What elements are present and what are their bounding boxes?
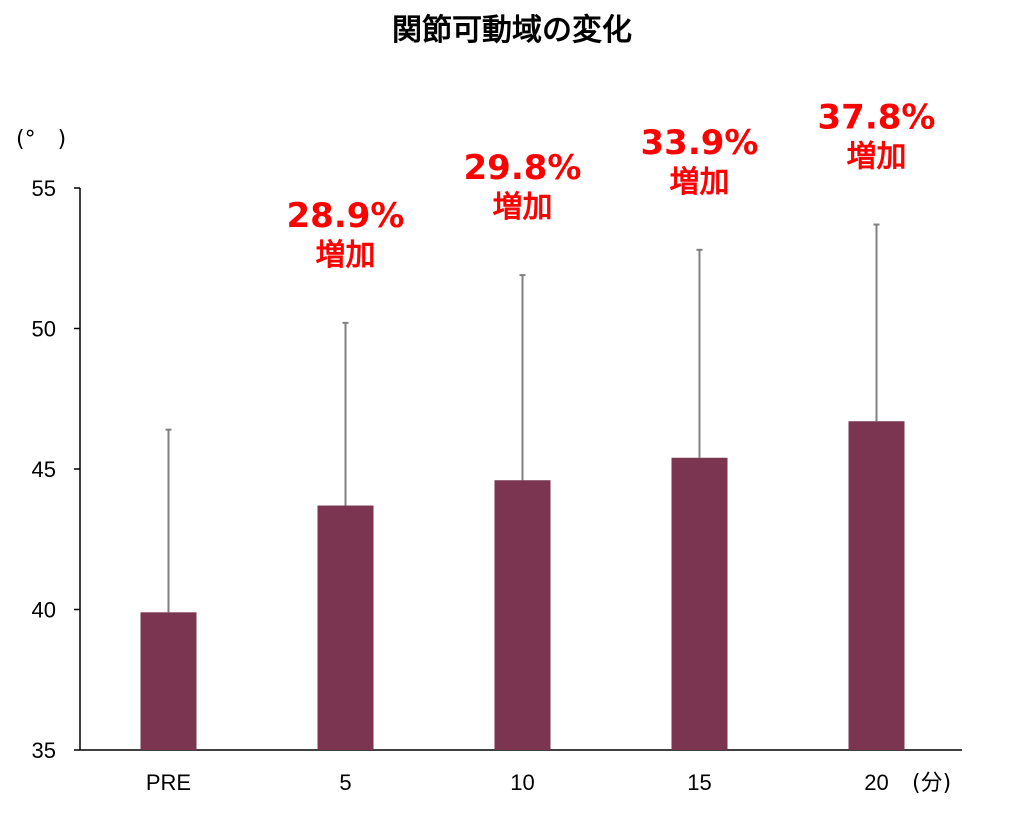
y-tick-label: 45 bbox=[32, 457, 56, 482]
bar bbox=[140, 612, 197, 750]
y-tick-label: 50 bbox=[32, 317, 56, 342]
x-tick-label: 15 bbox=[687, 770, 711, 795]
y-axis-label: (° ) bbox=[16, 127, 66, 152]
x-tick-label: 10 bbox=[510, 770, 534, 795]
chart-title: 関節可動域の変化 bbox=[392, 13, 632, 48]
y-tick-label: 55 bbox=[32, 176, 56, 201]
annotation-percent: 37.8% bbox=[818, 98, 936, 138]
bar bbox=[494, 480, 551, 750]
annotation-percent: 28.9% bbox=[287, 196, 405, 236]
annotation-text: 増加 bbox=[493, 190, 553, 225]
annotation-percent: 29.8% bbox=[464, 148, 582, 188]
x-tick-label: PRE bbox=[146, 770, 191, 795]
bar bbox=[848, 421, 905, 750]
x-tick-label: 5 bbox=[339, 770, 351, 795]
x-axis-label: (分) bbox=[912, 771, 951, 796]
annotation-text: 増加 bbox=[670, 165, 730, 200]
annotation-text: 増加 bbox=[847, 140, 907, 175]
y-tick-label: 40 bbox=[32, 598, 56, 623]
y-ticks: 35 40 45 50 55 bbox=[32, 176, 80, 763]
bars bbox=[140, 421, 905, 750]
error-bars bbox=[165, 223, 880, 613]
bar bbox=[317, 505, 374, 750]
x-ticks: PRE 5 10 15 20 bbox=[146, 770, 889, 795]
bar bbox=[671, 457, 728, 750]
annotation-text: 増加 bbox=[316, 238, 376, 273]
y-tick-label: 35 bbox=[32, 738, 56, 763]
annotation-percent: 33.9% bbox=[641, 123, 759, 163]
x-tick-label: 20 bbox=[864, 770, 888, 795]
